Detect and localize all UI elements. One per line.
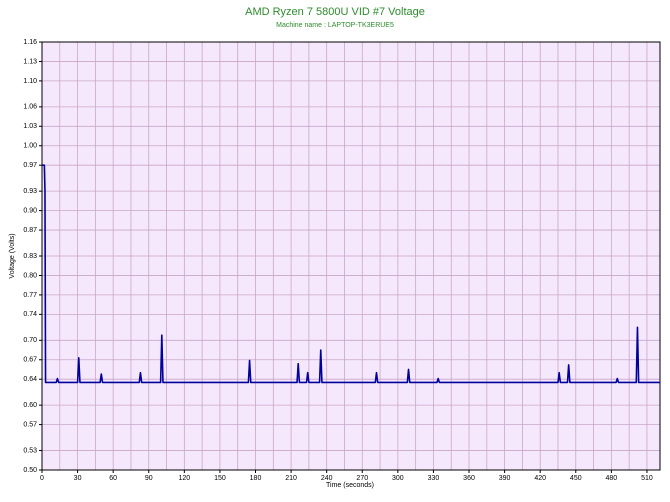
y-tick-label: 0.80 xyxy=(23,272,37,279)
y-tick-label: 0.60 xyxy=(23,402,37,409)
x-tick-label: 300 xyxy=(392,475,404,482)
x-tick-label: 180 xyxy=(250,475,262,482)
y-tick-label: 0.90 xyxy=(23,207,37,214)
y-tick-label: 0.70 xyxy=(23,337,37,344)
x-tick-label: 450 xyxy=(570,475,582,482)
y-tick-label: 1.03 xyxy=(23,123,37,130)
chart-subtitle: Machine name : LAPTOP-TK3ERUE5 xyxy=(276,22,394,29)
x-tick-label: 510 xyxy=(641,475,653,482)
y-tick-label: 1.06 xyxy=(23,104,37,111)
x-axis-label: Time (seconds) xyxy=(326,482,374,489)
x-tick-label: 330 xyxy=(428,475,440,482)
y-tick-label: 1.13 xyxy=(23,58,37,65)
x-tick-label: 150 xyxy=(214,475,226,482)
y-tick-label: 1.00 xyxy=(23,143,37,150)
y-tick-label: 0.93 xyxy=(23,188,37,195)
y-tick-label: 0.77 xyxy=(23,292,37,299)
x-tick-label: 360 xyxy=(463,475,475,482)
plot-border xyxy=(41,41,661,471)
y-tick-label: 1.16 xyxy=(23,39,37,46)
x-tick-label: 30 xyxy=(74,475,82,482)
y-tick-label: 0.53 xyxy=(23,447,37,454)
data-line xyxy=(42,164,660,384)
x-tick-label: 0 xyxy=(40,475,44,482)
x-tick-label: 60 xyxy=(109,475,117,482)
y-tick-label: 0.87 xyxy=(23,227,37,234)
y-axis-label: Voltage (Volts) xyxy=(9,233,16,278)
x-tick-label: 90 xyxy=(145,475,153,482)
x-tick-label: 210 xyxy=(285,475,297,482)
chart-title: AMD Ryzen 7 5800U VID #7 Voltage xyxy=(245,6,425,18)
x-tick-label: 240 xyxy=(321,475,333,482)
y-tick-label: 0.64 xyxy=(23,376,37,383)
x-tick-label: 120 xyxy=(178,475,190,482)
y-tick-label: 0.83 xyxy=(23,253,37,260)
y-tick-label: 0.97 xyxy=(23,162,37,169)
y-tick-label: 0.74 xyxy=(23,311,37,318)
y-tick-label: 0.57 xyxy=(23,421,37,428)
x-tick-label: 270 xyxy=(356,475,368,482)
y-tick-label: 1.10 xyxy=(23,78,37,85)
x-tick-label: 480 xyxy=(606,475,618,482)
x-tick-label: 390 xyxy=(499,475,511,482)
y-tick-label: 0.67 xyxy=(23,357,37,364)
y-tick-label: 0.50 xyxy=(23,467,37,474)
x-tick-label: 420 xyxy=(534,475,546,482)
